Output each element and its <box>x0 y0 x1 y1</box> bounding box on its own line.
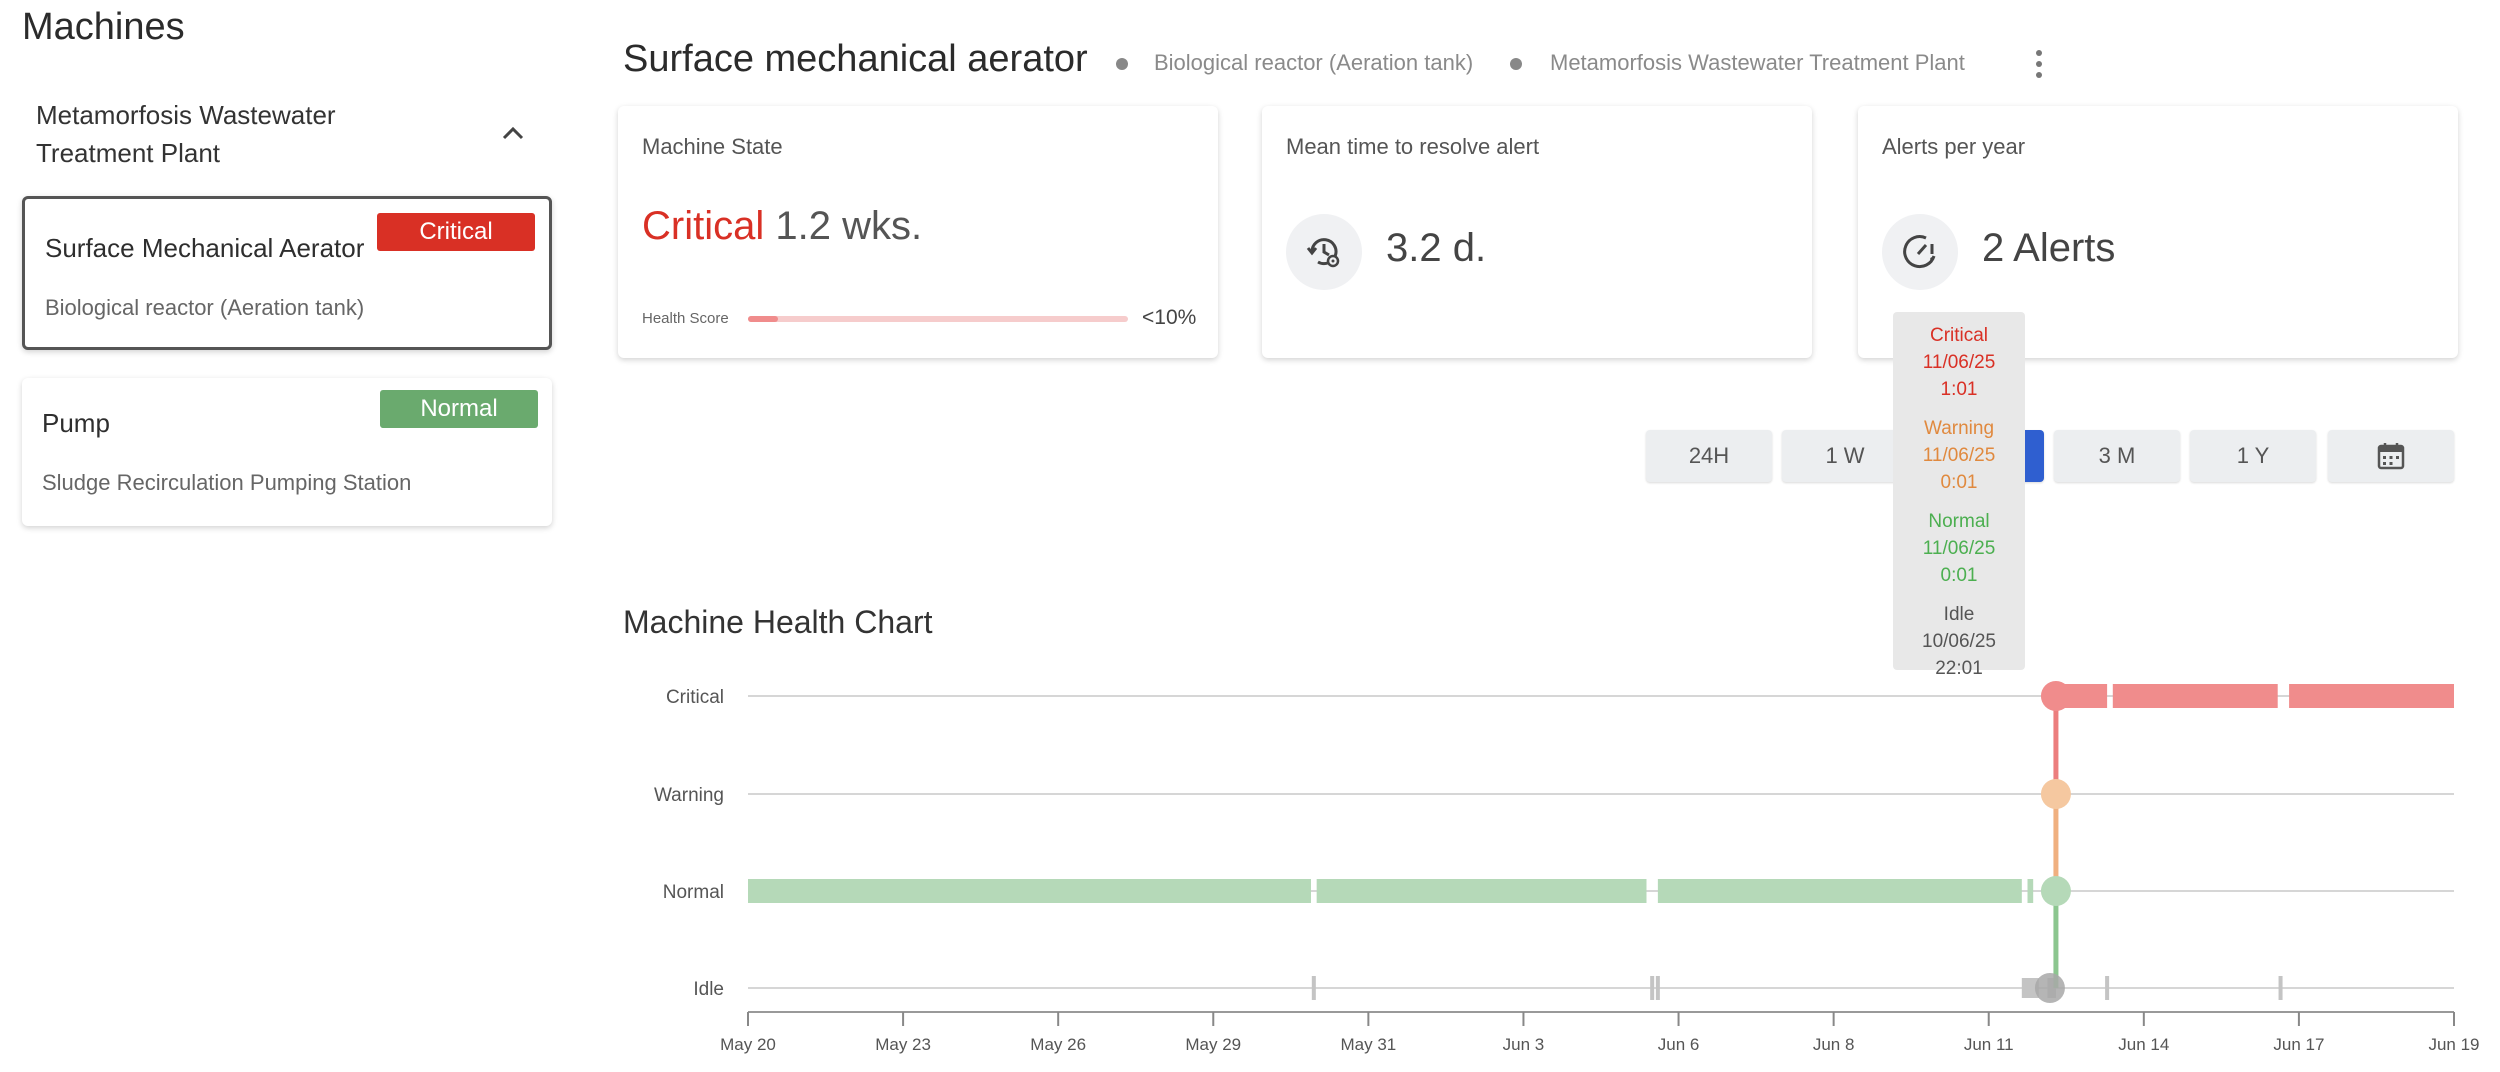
tooltip-entry-normal: Normal 11/06/25 0:01 <box>1893 508 2025 589</box>
x-tick-label: May 20 <box>720 1035 776 1054</box>
tooltip-time: 22:01 <box>1935 658 1983 679</box>
tooltip-time: 0:01 <box>1940 565 1978 586</box>
chevron-up-icon[interactable] <box>490 110 536 156</box>
state-segment-normal <box>1657 879 2022 903</box>
x-tick-label: May 29 <box>1185 1035 1241 1054</box>
more-options-icon[interactable] <box>2022 44 2056 84</box>
page-title: Surface mechanical aerator <box>623 38 1088 80</box>
x-tick-label: Jun 6 <box>1658 1035 1700 1054</box>
kpi-value: 2 Alerts <box>1982 226 2116 270</box>
plant-group-header[interactable]: Metamorfosis Wastewater Treatment Plant <box>20 88 560 188</box>
status-badge: Critical <box>377 213 535 251</box>
state-segment-critical <box>2112 684 2278 708</box>
kpi-value: 3.2 d. <box>1386 226 1487 270</box>
tooltip-date: 11/06/25 <box>1922 538 1996 559</box>
y-tick-label: Normal <box>663 882 724 903</box>
machine-name: Surface Mechanical Aerator <box>45 233 365 263</box>
plant-group-name: Metamorfosis Wastewater Treatment Plant <box>36 100 336 168</box>
x-tick-label: Jun 14 <box>2118 1035 2169 1054</box>
idle-tick <box>1655 976 1660 1000</box>
x-tick-label: Jun 8 <box>1813 1035 1855 1054</box>
state-segment-normal <box>1316 879 1647 903</box>
breadcrumb-area[interactable]: Biological reactor (Aeration tank) <box>1154 50 1474 75</box>
machine-location: Sludge Recirculation Pumping Station <box>42 470 412 495</box>
calendar-icon[interactable] <box>2328 430 2454 482</box>
idle-tick <box>2278 976 2283 1000</box>
kpi-label: Machine State <box>642 134 783 159</box>
kpi-label: Mean time to resolve alert <box>1286 134 1540 159</box>
state-segment-normal <box>2027 879 2034 903</box>
health-score-value: <10% <box>1142 306 1197 329</box>
kpi-mean-time-to-resolve: Mean time to resolve alert 3.2 d. <box>1262 106 1812 358</box>
tooltip-state: Warning <box>1923 418 1995 439</box>
tooltip-date: 11/06/25 <box>1922 445 1996 466</box>
machine-name: Pump <box>42 408 110 438</box>
status-badge: Normal <box>380 390 538 428</box>
y-tick-label: Critical <box>666 687 724 708</box>
tooltip-entry-warning: Warning 11/06/25 0:01 <box>1893 415 2025 496</box>
state-segment-critical <box>2289 684 2454 708</box>
machine-state-value: Critical 1.2 wks. <box>642 204 922 249</box>
tooltip-entry-idle: Idle 10/06/25 22:01 <box>1893 601 2025 682</box>
y-tick-label: Idle <box>693 979 724 1000</box>
tooltip-entry-critical: Critical 11/06/25 1:01 <box>1893 322 2025 403</box>
range-1w-button[interactable]: 1 W <box>1782 430 1908 482</box>
health-score-label: Health Score <box>642 310 729 327</box>
tooltip-time: 1:01 <box>1940 379 1978 400</box>
x-tick-label: May 26 <box>1030 1035 1086 1054</box>
x-tick-label: May 23 <box>875 1035 931 1054</box>
machine-health-chart[interactable]: Critical Warning Normal Idle May 20 May 23 Ma… <box>620 660 2500 1072</box>
x-tick-label: Jun 17 <box>2273 1035 2324 1054</box>
kpi-machine-state: Machine State Critical 1.2 wks. Health S… <box>618 106 1218 358</box>
state-segment-normal <box>748 879 1311 903</box>
machine-location: Biological reactor (Aeration tank) <box>45 295 365 320</box>
machine-card-pump[interactable]: Pump Sludge Recirculation Pumping Statio… <box>22 378 552 526</box>
chart-title: Machine Health Chart <box>623 604 933 640</box>
breadcrumb-separator <box>1510 58 1522 70</box>
x-tick-label: May 31 <box>1340 1035 1396 1054</box>
tooltip-state: Critical <box>1929 325 1989 346</box>
breadcrumb-plant[interactable]: Metamorfosis Wastewater Treatment Plant <box>1550 50 1965 75</box>
sidebar-title: Machines <box>22 6 185 48</box>
transition-point-idle <box>2034 973 2065 1003</box>
tooltip-date: 11/06/25 <box>1922 352 1996 373</box>
idle-tick <box>1311 976 1316 1000</box>
x-tick-label: Jun 19 <box>2428 1035 2479 1054</box>
transition-point-normal <box>2040 876 2071 906</box>
tooltip-date: 10/06/25 <box>1922 631 1996 652</box>
transition-point-warning <box>2040 779 2071 809</box>
breadcrumb-separator <box>1116 58 1128 70</box>
tooltip-state: Normal <box>1928 511 1990 532</box>
transition-point-critical <box>2040 681 2071 711</box>
range-3m-button[interactable]: 3 M <box>2054 430 2180 482</box>
state-text: Critical <box>642 204 765 248</box>
tooltip-state: Idle <box>1943 604 1975 625</box>
machine-card-aerator[interactable]: Surface Mechanical Aerator Biological re… <box>22 196 552 350</box>
idle-tick <box>1650 976 1655 1000</box>
state-segment-idle <box>2021 978 2039 998</box>
idle-tick <box>2105 976 2110 1000</box>
state-duration: 1.2 wks. <box>775 204 923 248</box>
health-score-fill <box>748 316 779 322</box>
range-24h-button[interactable]: 24H <box>1646 430 1772 482</box>
health-score-bar <box>748 316 1128 322</box>
x-tick-label: Jun 11 <box>1964 1035 2014 1054</box>
kpi-label: Alerts per year <box>1882 134 2026 159</box>
chart-tooltip: Critical 11/06/25 1:01 Warning 11/06/25 … <box>1893 312 2025 679</box>
y-tick-label: Warning <box>654 785 724 806</box>
x-tick-label: Jun 3 <box>1503 1035 1545 1054</box>
history-gear-icon <box>1286 214 1362 290</box>
alert-gauge-icon <box>1882 214 1958 290</box>
tooltip-time: 0:01 <box>1940 472 1978 493</box>
range-1y-button[interactable]: 1 Y <box>2190 430 2316 482</box>
